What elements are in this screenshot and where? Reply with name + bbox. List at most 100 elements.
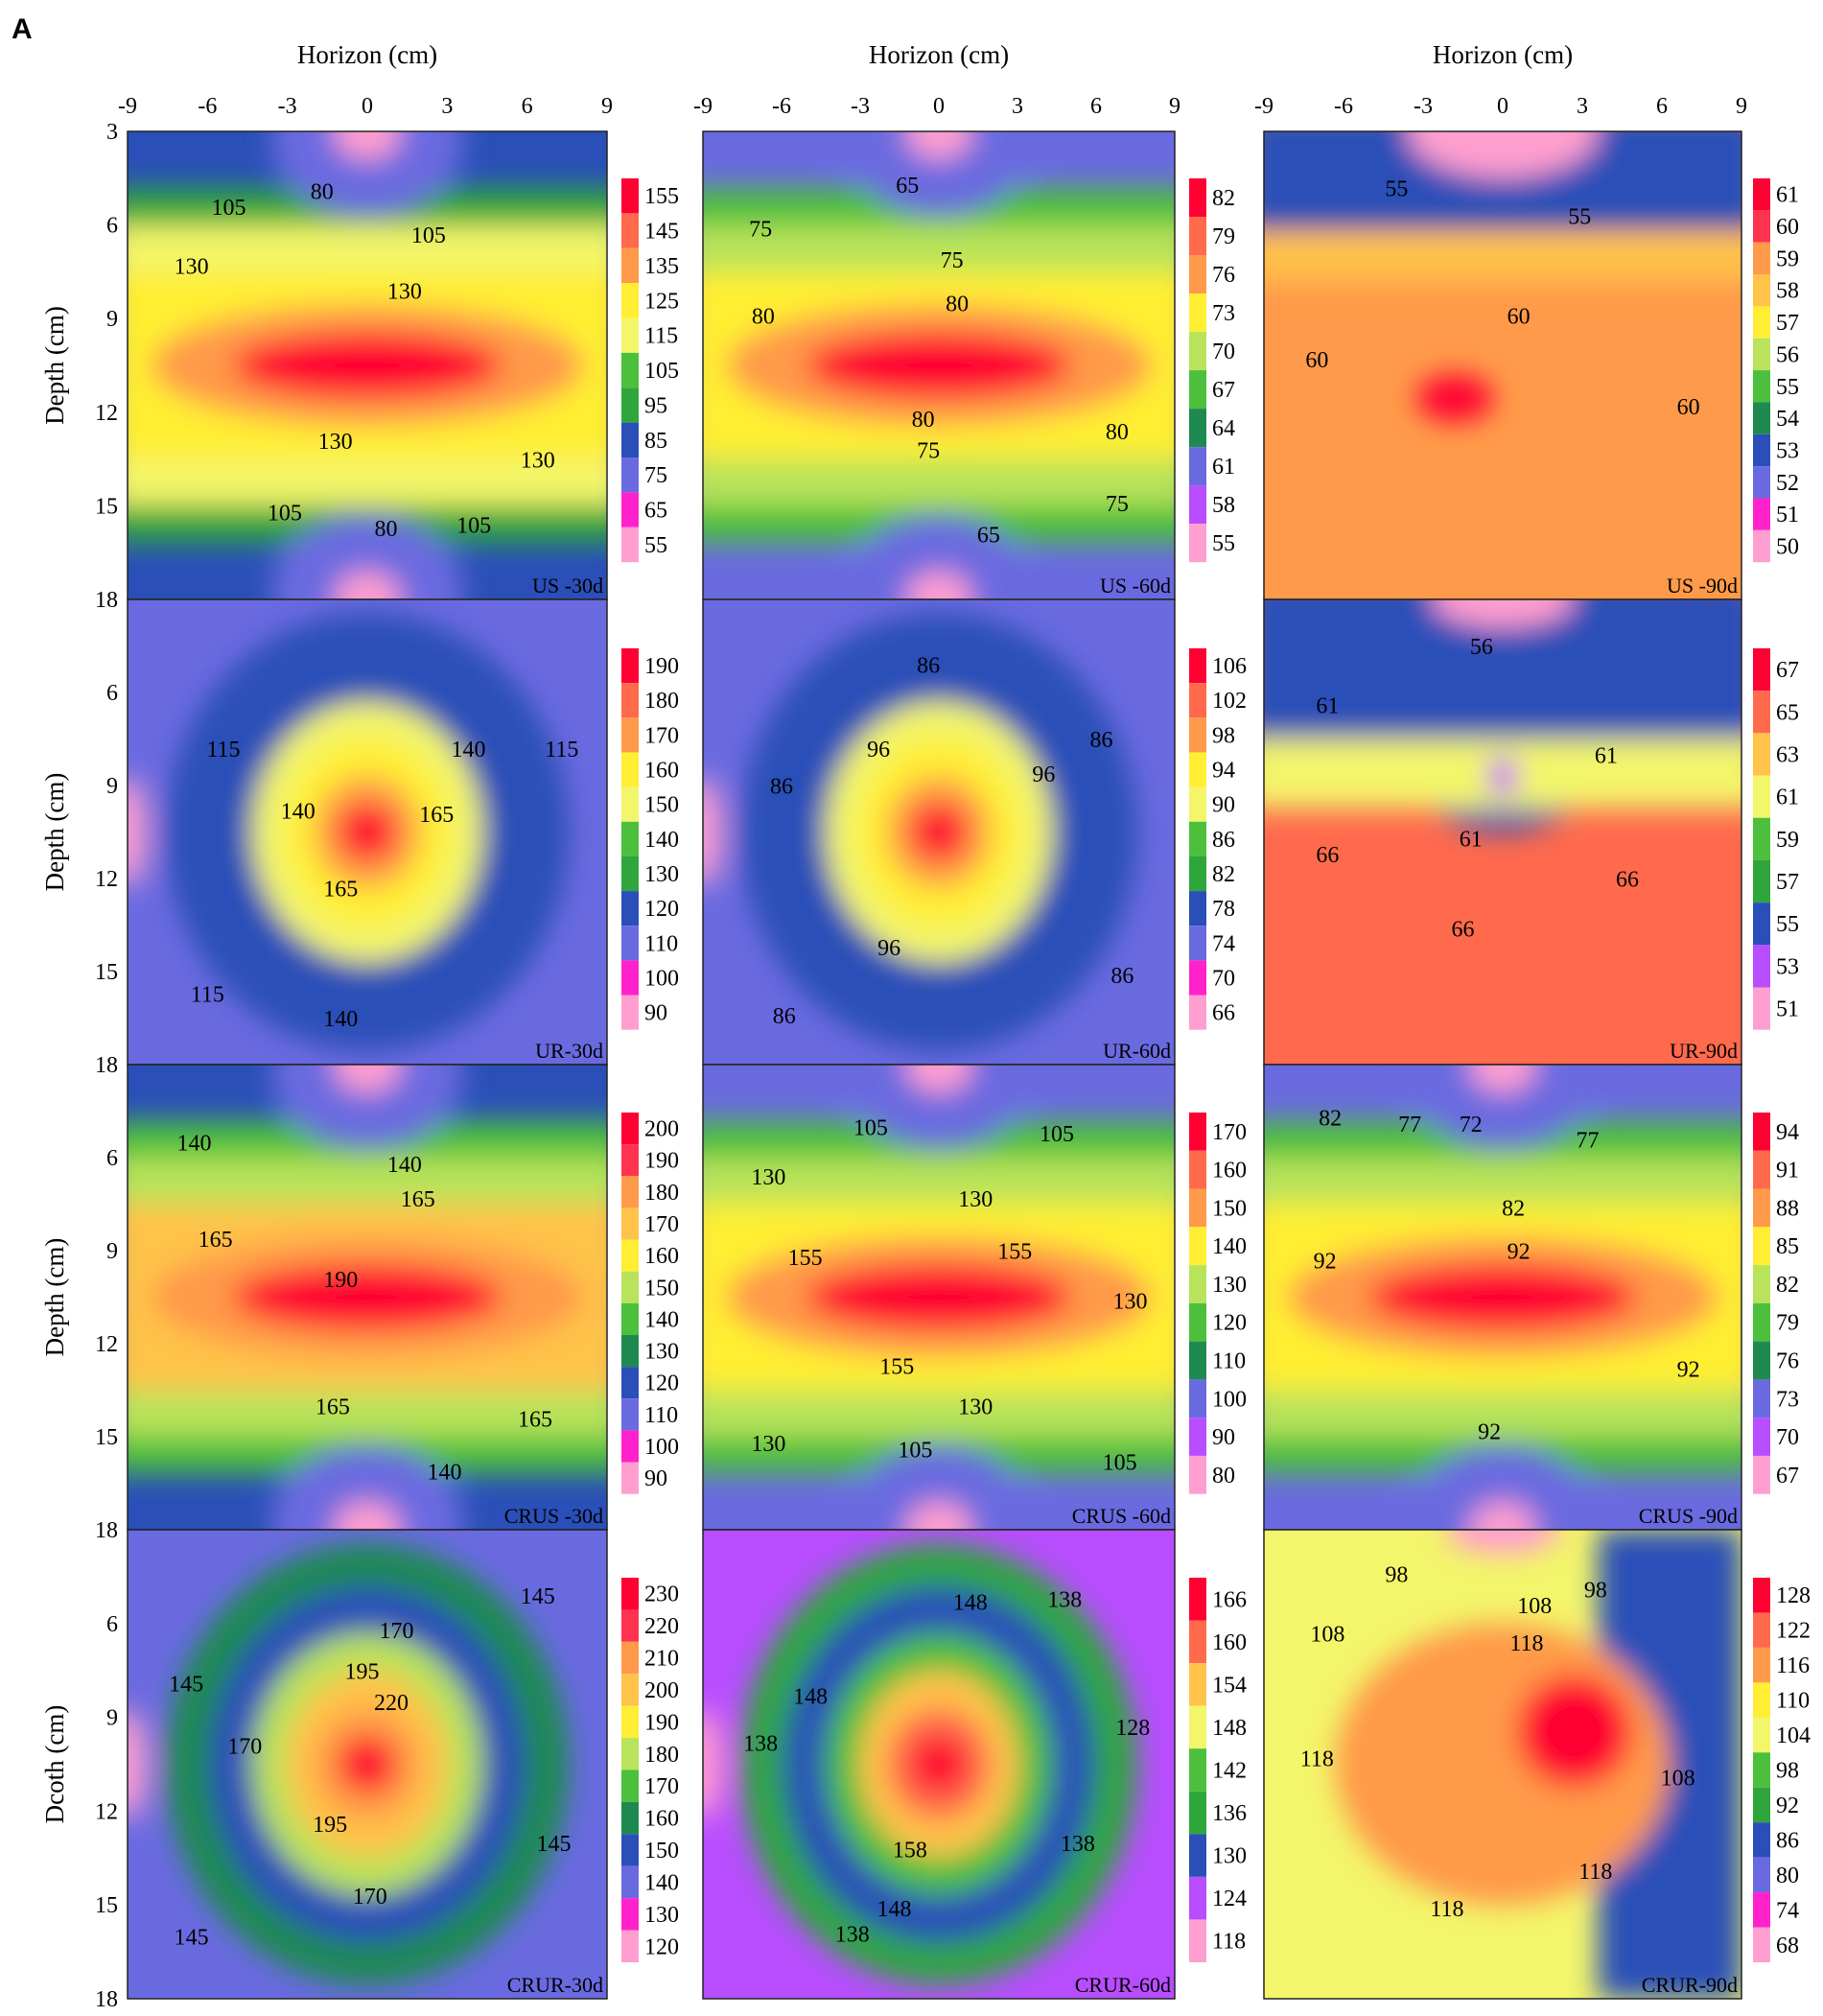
contour-label: 96 bbox=[1032, 762, 1055, 787]
legend-value: 190 bbox=[644, 654, 679, 679]
legend-swatch bbox=[1189, 485, 1206, 525]
contour-panel: 105 80 105 130 130 130 130 105 80 105 US -30d 155 14… bbox=[127, 130, 679, 600]
legend-value: 58 bbox=[1776, 279, 1799, 304]
legend-swatch bbox=[1753, 1418, 1770, 1456]
legend-value: 150 bbox=[644, 1276, 679, 1301]
contour-label: 138 bbox=[835, 1922, 870, 1947]
legend-value: 73 bbox=[1212, 301, 1235, 326]
legend-value: 94 bbox=[1212, 759, 1235, 784]
contour-label: 140 bbox=[323, 1007, 358, 1032]
legend-value: 150 bbox=[1212, 1196, 1247, 1221]
legend-swatch bbox=[1189, 960, 1206, 996]
legend-swatch bbox=[1189, 1341, 1206, 1380]
y-tick-label: 18 bbox=[95, 1053, 118, 1078]
legend-swatch bbox=[621, 1239, 639, 1272]
contour-label: 155 bbox=[997, 1240, 1032, 1265]
y-axis-title: Depth (cm) bbox=[40, 306, 69, 425]
contour-label: 220 bbox=[374, 1691, 409, 1716]
legend-value: 85 bbox=[644, 429, 667, 454]
legend-value: 136 bbox=[1212, 1801, 1247, 1826]
legend-value: 140 bbox=[644, 1870, 679, 1895]
legend-value: 115 bbox=[644, 324, 678, 349]
contour-label: 130 bbox=[387, 280, 422, 305]
legend-value: 120 bbox=[1212, 1311, 1247, 1336]
legend-value: 140 bbox=[644, 1307, 679, 1332]
legend-swatch bbox=[1189, 891, 1206, 926]
contour-label: 148 bbox=[877, 1897, 912, 1922]
legend-swatch bbox=[621, 352, 639, 388]
legend-value: 160 bbox=[1212, 1630, 1247, 1655]
legend-value: 130 bbox=[1212, 1273, 1247, 1298]
legend-swatch bbox=[621, 960, 639, 996]
legend-value: 74 bbox=[1776, 1898, 1799, 1923]
legend-swatch bbox=[621, 1113, 639, 1145]
legend-value: 70 bbox=[1212, 340, 1235, 364]
contour-label: 140 bbox=[176, 1132, 211, 1157]
legend-value: 51 bbox=[1776, 997, 1799, 1022]
legend-swatch bbox=[1189, 1455, 1206, 1494]
legend-swatch bbox=[1189, 178, 1206, 218]
legend-value: 142 bbox=[1212, 1758, 1247, 1783]
legend-swatch bbox=[621, 1930, 639, 1962]
legend-swatch bbox=[1189, 752, 1206, 787]
x-tick-label: 9 bbox=[1736, 94, 1747, 119]
y-tick-label: 9 bbox=[106, 307, 118, 332]
legend-value: 130 bbox=[644, 862, 679, 887]
legend-value: 78 bbox=[1212, 897, 1235, 922]
legend-value: 68 bbox=[1776, 1934, 1799, 1958]
legend-value: 200 bbox=[644, 1117, 679, 1142]
legend-swatch bbox=[1753, 1752, 1770, 1788]
legend-value: 170 bbox=[1212, 1120, 1247, 1145]
contour-label: 170 bbox=[227, 1735, 262, 1760]
legend-value: 118 bbox=[1212, 1930, 1246, 1955]
legend-value: 86 bbox=[1212, 828, 1235, 853]
y-tick-label: 15 bbox=[95, 1425, 118, 1450]
x-tick-label: 0 bbox=[933, 94, 945, 119]
contour-label: 140 bbox=[387, 1153, 422, 1178]
panel-tag: CRUS -90d bbox=[1639, 1504, 1738, 1528]
contour-label: 165 bbox=[323, 877, 358, 902]
contour-label: 61 bbox=[1316, 694, 1339, 719]
y-tick-label: 18 bbox=[95, 1518, 118, 1543]
legend-swatch bbox=[621, 752, 639, 787]
x-tick-label: 0 bbox=[1497, 94, 1508, 119]
legend-value: 58 bbox=[1212, 493, 1235, 518]
legend-swatch bbox=[621, 247, 639, 284]
contour-panel: 56 61 61 61 66 66 66 UR-90d 67 65 63 61 59 57 55 53 51 bbox=[1263, 598, 1799, 1066]
legend-swatch bbox=[1753, 1647, 1770, 1683]
x-axis-title: Horizon (cm) bbox=[869, 40, 1009, 69]
y-tick-label: 12 bbox=[95, 1332, 118, 1357]
contour-label: 115 bbox=[206, 738, 240, 762]
legend-value: 180 bbox=[644, 1181, 679, 1206]
legend-value: 74 bbox=[1212, 931, 1235, 956]
legend-swatch bbox=[1753, 466, 1770, 499]
legend-value: 82 bbox=[1212, 186, 1235, 211]
legend-swatch bbox=[1753, 817, 1770, 860]
legend-swatch bbox=[1189, 332, 1206, 371]
legend-swatch bbox=[1753, 1379, 1770, 1418]
y-tick-label: 15 bbox=[95, 494, 118, 519]
contour-label: 92 bbox=[1677, 1358, 1700, 1383]
contour-label: 105 bbox=[1040, 1122, 1074, 1147]
legend-swatch bbox=[1753, 178, 1770, 211]
x-tick-label: -6 bbox=[1334, 94, 1353, 119]
legend-value: 73 bbox=[1776, 1387, 1799, 1412]
legend-value: 180 bbox=[644, 1743, 679, 1768]
legend-swatch bbox=[621, 1865, 639, 1899]
contour-label: 195 bbox=[344, 1659, 379, 1684]
panel-tag: UR-60d bbox=[1103, 1039, 1171, 1063]
x-tick-label: -9 bbox=[693, 94, 713, 119]
contour-label: 55 bbox=[1568, 205, 1591, 230]
contour-label: 92 bbox=[1478, 1419, 1501, 1444]
contour-label: 66 bbox=[1452, 917, 1475, 942]
legend-value: 67 bbox=[1776, 1464, 1799, 1489]
legend-swatch bbox=[621, 1705, 639, 1739]
legend-value: 130 bbox=[644, 1903, 679, 1928]
contour-label: 108 bbox=[1517, 1594, 1552, 1619]
legend-swatch bbox=[1753, 1113, 1770, 1151]
legend-value: 100 bbox=[1212, 1387, 1247, 1412]
x-tick-label: 6 bbox=[522, 94, 533, 119]
legend-value: 200 bbox=[644, 1678, 679, 1703]
